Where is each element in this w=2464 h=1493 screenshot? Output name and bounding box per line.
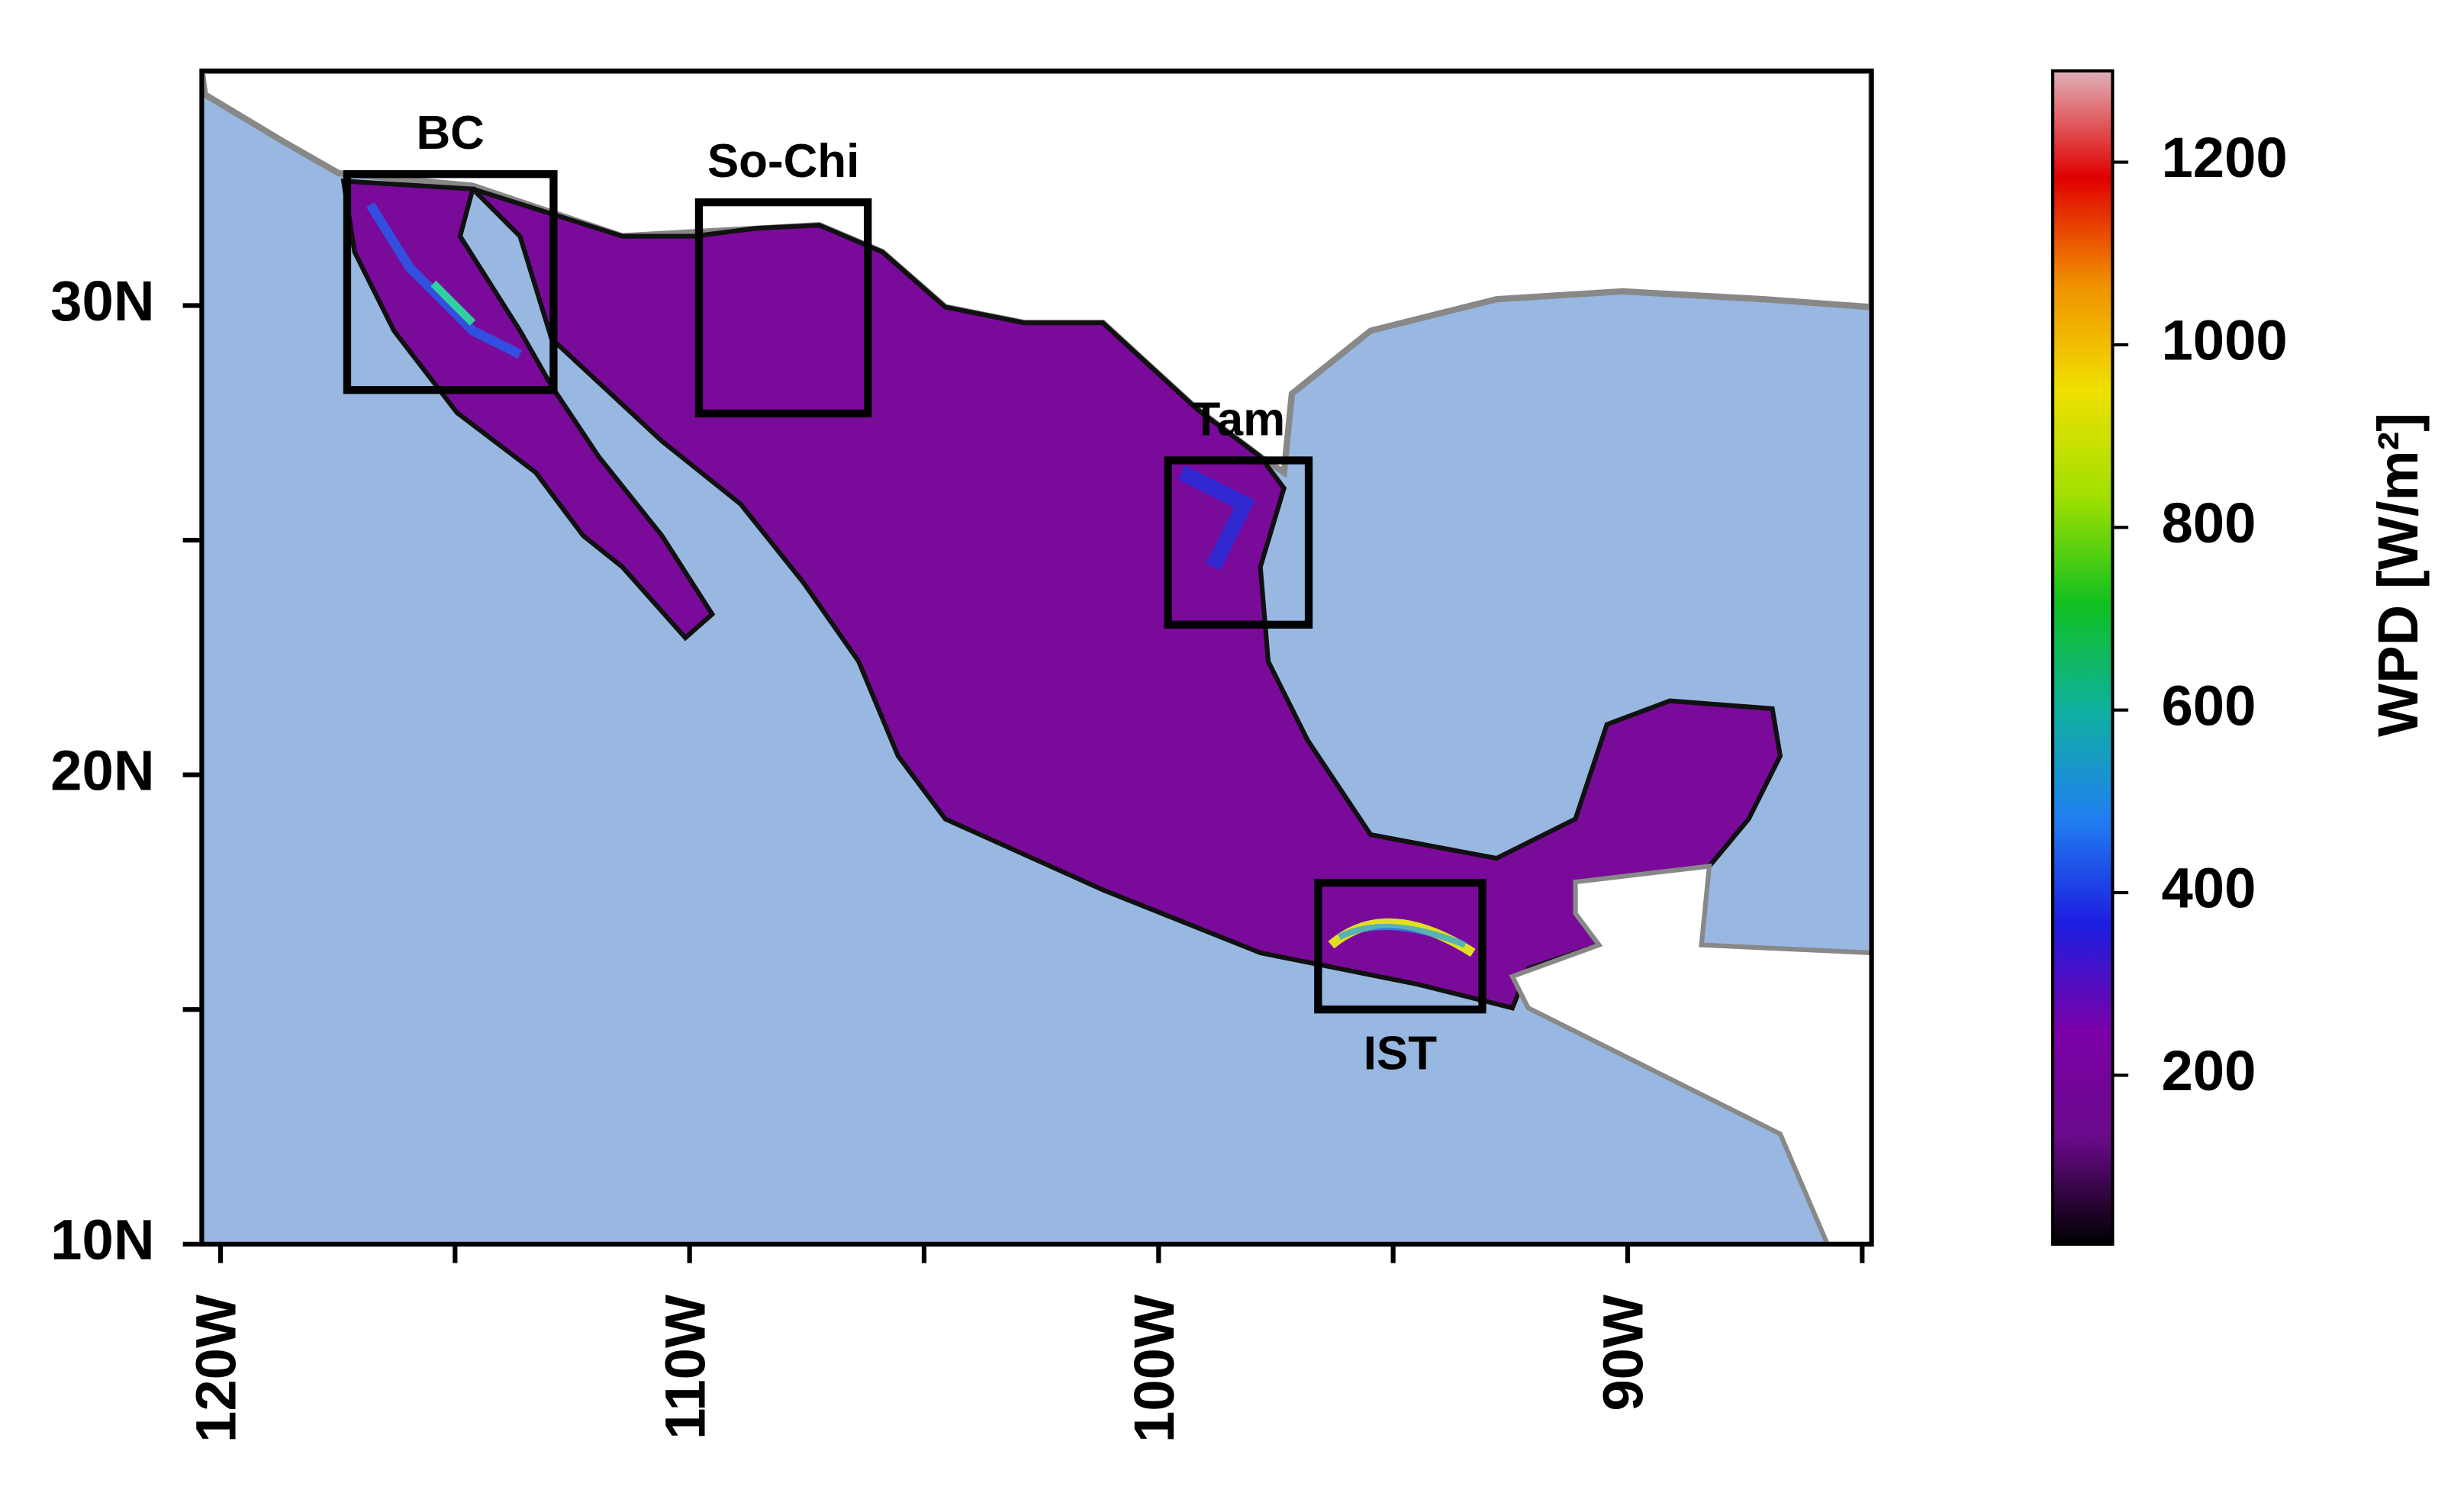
plot-frame — [199, 68, 1874, 1247]
colorbar-tick-label: 600 — [2161, 674, 2256, 737]
y-tick-label: 30N — [50, 269, 154, 333]
x-tick-label: 100W — [1122, 1294, 1186, 1443]
colorbar-label: WPD [W/m²] — [2366, 413, 2430, 737]
y-tick-label: 10N — [50, 1208, 154, 1271]
colorbar-tick-label: 800 — [2161, 491, 2256, 555]
x-tick-label: 120W — [185, 1294, 248, 1443]
colorbar-tick-label: 200 — [2161, 1039, 2256, 1102]
plot-area — [201, 70, 1872, 1244]
colorbar — [2050, 69, 2115, 1246]
x-tick-label: 110W — [653, 1294, 717, 1440]
colorbar-tick-label: 400 — [2161, 857, 2256, 920]
region-label: Tam — [1191, 393, 1285, 446]
region-box — [1164, 456, 1313, 629]
mexico-mainland — [471, 186, 1783, 1011]
region-label: So-Chi — [707, 135, 859, 188]
high-wpd-speckle — [1177, 465, 1255, 571]
region-box — [694, 198, 872, 418]
region-box — [343, 170, 558, 394]
high-wpd-speckle — [430, 280, 476, 326]
high-wpd-speckle — [1338, 923, 1467, 948]
high-wpd-speckle — [366, 202, 523, 359]
y-tick-label: 20N — [50, 738, 154, 802]
region-label: IST — [1364, 1028, 1438, 1080]
colorbar-tick-label: 1200 — [2161, 126, 2287, 189]
region-label: BC — [416, 107, 484, 159]
colorbar-tick-label: 1000 — [2161, 309, 2287, 372]
region-box — [1314, 878, 1486, 1014]
central-america-land — [1509, 863, 1872, 1244]
x-tick-label: 90W — [1592, 1294, 1655, 1411]
